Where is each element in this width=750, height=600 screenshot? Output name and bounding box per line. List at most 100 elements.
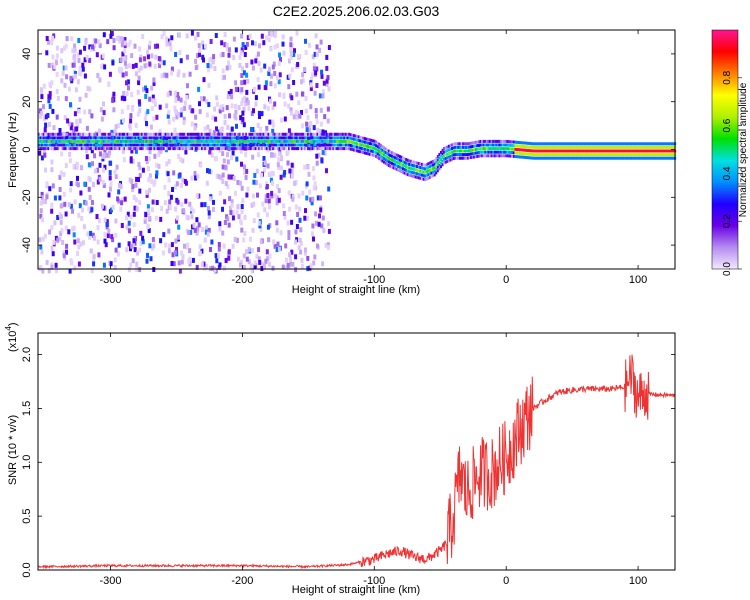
spectrogram-ridge-cell [623, 145, 626, 149]
spectrogram-ridge-cell [452, 146, 455, 150]
spectrogram-ridge-cell [580, 153, 583, 157]
spectrogram-ridge-cell [341, 139, 344, 143]
spectrogram-cell [158, 128, 162, 134]
spectrogram-ridge-cell [204, 139, 207, 143]
spectrogram-ridge-cell [85, 139, 88, 143]
spectrogram-ridge-cell [664, 156, 667, 160]
spectrogram-ridge-cell [245, 147, 248, 151]
spectrogram-ridge-cell [601, 142, 604, 146]
spectrogram-ridge-cell [647, 145, 650, 149]
spectrogram-ridge-cell [243, 139, 246, 143]
spectrogram-ridge-cell [232, 136, 235, 140]
spectrogram-ridge-cell [658, 149, 661, 153]
spectrogram-ridge-cell [451, 150, 454, 154]
spectrogram-ridge-cell [296, 132, 298, 136]
spectrogram-cell [44, 122, 48, 128]
spectrogram-ridge-cell [235, 143, 238, 147]
spectrogram-cell [174, 109, 178, 115]
spectrogram-ridge-cell [580, 149, 583, 153]
spectrogram-ridge-cell [489, 150, 491, 154]
spectrogram-ridge-cell [541, 153, 544, 157]
spectrogram-cell [138, 200, 142, 206]
spectrogram-ridge-cell [367, 141, 370, 145]
spectrogram-cell [106, 39, 110, 45]
spectrogram-ridge-cell [403, 171, 406, 175]
spectrogram-cell [158, 104, 162, 110]
spectrogram-ridge-cell [58, 143, 61, 147]
spectrogram-ridge-cell [376, 152, 379, 156]
spectrogram-cell [283, 101, 287, 107]
spectrogram-cell [163, 184, 167, 190]
spectrogram-ridge-cell [235, 139, 238, 143]
spectrogram-cell [203, 202, 207, 208]
spectrogram-ridge-cell [261, 143, 264, 147]
spectrogram-ridge-cell [440, 154, 442, 158]
spectrogram-ridge-cell [438, 156, 441, 160]
spectrogram-ridge-cell [647, 142, 650, 146]
spectrogram-cell [123, 96, 127, 102]
spectrogram-cell [132, 222, 136, 228]
spectrogram-ridge-cell [212, 136, 215, 140]
spectrogram-ridge-cell [394, 159, 397, 163]
spectrogram-ridge-cell [440, 150, 442, 154]
spectrogram-ridge-cell [284, 147, 287, 151]
spectrogram-cell [40, 191, 44, 197]
spectrogram-cell [83, 181, 87, 187]
spectrogram-ridge-cell [555, 142, 558, 146]
spectrogram-ridge-cell [150, 147, 153, 151]
spectrogram-ridge-cell [357, 146, 360, 150]
spectrogram-ridge-cell [601, 156, 604, 160]
spectrogram-ridge-cell [258, 143, 260, 147]
spectrogram-ridge-cell [38, 143, 40, 147]
spectrogram-ridge-cell [57, 143, 59, 147]
spectrogram-ridge-cell [514, 140, 517, 144]
spectrogram-ridge-cell [58, 147, 61, 151]
spectrogram-cell [50, 159, 54, 165]
spectrogram-ridge-cell [74, 136, 77, 140]
spectrogram-ridge-cell [671, 156, 673, 160]
spectrogram-cell [263, 160, 267, 166]
spectrogram-cell [55, 268, 58, 274]
spectrogram-ridge-cell [180, 147, 183, 151]
spectrogram-ridge-cell [387, 153, 390, 157]
spectrogram-ridge-cell [620, 156, 623, 160]
spectrogram-cell [219, 52, 223, 58]
spectrogram-ridge-cell [642, 156, 645, 160]
spectrogram-ridge-cell [402, 156, 404, 160]
spectrogram-ridge-cell [413, 175, 416, 178]
spectrogram-ridge-cell [297, 147, 300, 151]
spectrogram-ridge-cell [618, 142, 621, 146]
spectrogram-ridge-cell [433, 162, 436, 166]
spectrogram-cell [151, 199, 155, 205]
spectrogram-ridge-cell [175, 139, 178, 143]
spectrogram-ridge-cell [493, 147, 496, 151]
spectrogram-cell [209, 169, 213, 175]
spectrogram-cell [223, 220, 227, 225]
spectrogram-ridge-cell [240, 147, 243, 151]
snr-panel: -300 -200 -100 0 100 0.00.51.01.52.0 Height … [4, 322, 676, 596]
spectrogram-ridge-cell [110, 143, 113, 147]
x-tick-label: 0 [503, 274, 509, 286]
spectrogram-ridge-cell [106, 132, 109, 136]
spectrogram-ridge-cell [52, 147, 55, 151]
spectrogram-ridge-cell [666, 149, 669, 153]
spectrogram-cell [76, 251, 79, 256]
spectrogram-ridge-cell [577, 142, 580, 146]
spectrogram-cell [122, 157, 126, 163]
spectrogram-cell [99, 107, 103, 113]
spectrogram-ridge-cell [140, 136, 143, 140]
spectrogram-cell [308, 42, 311, 48]
spectrogram-ridge-cell [139, 139, 142, 143]
spectrogram-cell [147, 215, 151, 221]
spectrogram-cell [231, 243, 235, 249]
spectrogram-cell [257, 256, 261, 262]
spectrogram-ridge-cell [449, 147, 452, 151]
spectrogram-ridge-cell [218, 143, 221, 147]
spectrogram-cell [143, 56, 147, 62]
spectrogram-ridge-cell [622, 156, 624, 160]
spectrogram-ridge-cell [327, 139, 330, 143]
spectrogram-ridge-cell [47, 136, 50, 140]
y-tick-label: -40 [21, 237, 33, 253]
spectrogram-ridge-cell [633, 153, 636, 157]
spectrogram-ridge-cell [60, 139, 63, 143]
